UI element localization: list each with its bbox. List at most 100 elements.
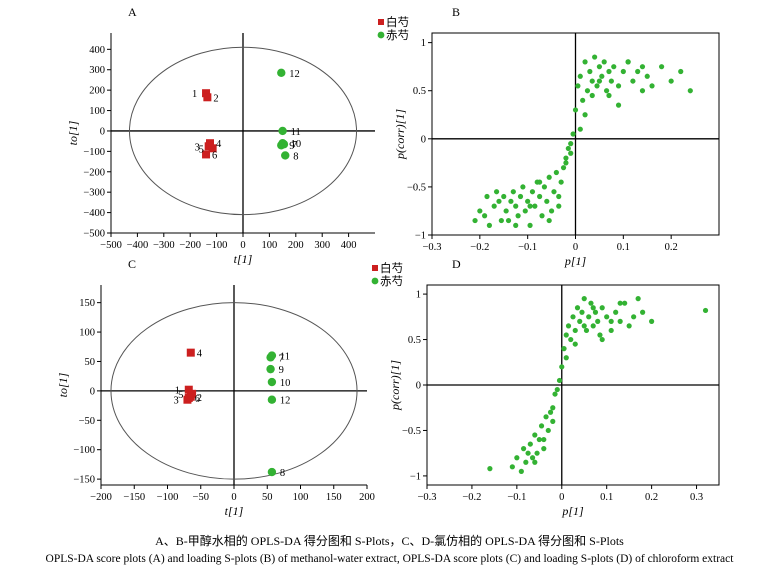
data-point (615, 102, 622, 108)
panel-b: B −0.3 −0.2 −0.1 0 0.1 0.2 −1 −0.5 0 0.5 1 p[1] p(cor… (393, 5, 720, 268)
point-label: 11 (280, 352, 290, 363)
point-label: 5 (178, 390, 183, 401)
data-point (563, 160, 569, 166)
data-point (594, 83, 600, 89)
y-tick-label: −400 (83, 208, 105, 219)
data-point (509, 464, 515, 470)
legend-label: 赤芍 (380, 274, 403, 288)
data-point (543, 414, 549, 420)
x-tick-label: −500 (100, 240, 122, 251)
point-label: 3 (195, 142, 200, 153)
x-tick-label: 0 (231, 492, 236, 503)
data-point-circle (267, 377, 277, 387)
data-point (572, 341, 578, 347)
data-point (613, 309, 619, 315)
data-point (544, 198, 550, 204)
data-point (608, 327, 614, 334)
data-point (586, 314, 592, 320)
data-point (626, 323, 632, 329)
data-point (539, 213, 545, 219)
x-tick-label: 400 (341, 240, 357, 251)
data-point (668, 78, 674, 84)
x-tick-label: 0.3 (690, 492, 703, 503)
y-axis-label: to[1] (66, 120, 80, 145)
data-point-square (202, 150, 211, 159)
y-tick-label: 1 (421, 38, 426, 49)
point-label: 9 (279, 365, 284, 376)
x-tick-label: 200 (288, 240, 304, 251)
data-point (482, 213, 488, 219)
y-axis-label: to[1] (56, 372, 70, 397)
data-point (551, 189, 557, 195)
data-point-circle (267, 467, 277, 477)
data-point (625, 59, 631, 65)
data-point (568, 141, 574, 147)
data-point (517, 193, 524, 200)
data-point (486, 222, 492, 228)
data-point (518, 468, 524, 474)
data-point (523, 459, 529, 465)
data-point (659, 64, 665, 70)
data-point (599, 305, 605, 311)
data-point (563, 155, 569, 161)
point-label: 10 (291, 139, 302, 150)
panel-c: C−200 −150 −100 −50 0 50 100 150 200−150−100−500… (56, 257, 403, 518)
data-point (615, 83, 622, 89)
data-point (608, 78, 614, 84)
point-label: 5 (199, 144, 204, 155)
data-point-circle (267, 395, 277, 404)
data-point (604, 314, 610, 320)
y-tick-label: 50 (85, 357, 96, 368)
y-tick-label: 0 (100, 126, 105, 137)
data-point (592, 54, 598, 60)
data-point (639, 64, 646, 70)
y-tick-label: −200 (83, 167, 105, 178)
data-point (515, 213, 521, 219)
data-point-square (184, 393, 193, 402)
data-point (575, 83, 581, 89)
x-tick-label: 150 (326, 492, 342, 503)
data-point (498, 217, 504, 224)
data-point (617, 300, 623, 306)
data-point (581, 296, 587, 302)
data-point-square (203, 93, 212, 102)
point-label: 10 (280, 378, 291, 389)
y-tick-label: 0 (421, 134, 426, 145)
data-point (545, 427, 551, 434)
data-point (572, 107, 579, 113)
x-tick-label: −100 (206, 240, 228, 251)
panel-a: A−500 −400 −300 −200 −100 0 100 200 300 400−500−4… (66, 5, 409, 266)
data-point (527, 222, 533, 228)
data-point (635, 68, 641, 75)
legend-label: 白芍 (380, 261, 403, 275)
data-point (513, 222, 519, 228)
y-tick-label: 150 (79, 298, 95, 309)
data-point (568, 336, 574, 343)
data-point (561, 346, 567, 352)
point-label: 8 (280, 468, 285, 479)
data-point (603, 88, 610, 94)
data-point-circle (281, 151, 290, 160)
point-label: 4 (216, 139, 222, 150)
x-tick-label: −200 (90, 492, 112, 503)
y-tick-label: 1 (416, 290, 421, 301)
x-tick-label: 0.1 (617, 242, 630, 253)
data-point (577, 126, 583, 132)
data-point (547, 409, 554, 415)
data-point (541, 446, 547, 452)
data-point-square (188, 389, 197, 398)
y-axis-label: p(corr)[1] (388, 360, 402, 411)
y-tick-label: 0 (416, 381, 421, 392)
data-point-circle (267, 351, 277, 360)
y-tick-label: 0.5 (413, 86, 426, 97)
data-point (496, 198, 502, 204)
data-point (520, 184, 526, 190)
data-point (702, 307, 709, 314)
point-label: 12 (289, 69, 300, 80)
figure-caption-chinese: A、B-甲醇水相的 OPLS-DA 得分图和 S-Plots，C、D-氯仿相的 … (155, 534, 624, 548)
x-axis-label: t[1] (225, 504, 244, 518)
data-point-square (208, 144, 217, 153)
data-point (525, 198, 531, 204)
data-point (560, 165, 567, 171)
